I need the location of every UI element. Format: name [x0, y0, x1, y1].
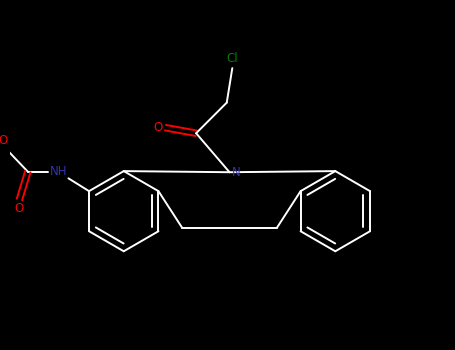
Text: O: O	[15, 202, 24, 215]
Text: O: O	[0, 134, 8, 147]
Text: N: N	[232, 166, 241, 179]
Text: O: O	[154, 121, 163, 134]
Text: NH: NH	[50, 165, 67, 178]
Text: Cl: Cl	[227, 51, 238, 65]
